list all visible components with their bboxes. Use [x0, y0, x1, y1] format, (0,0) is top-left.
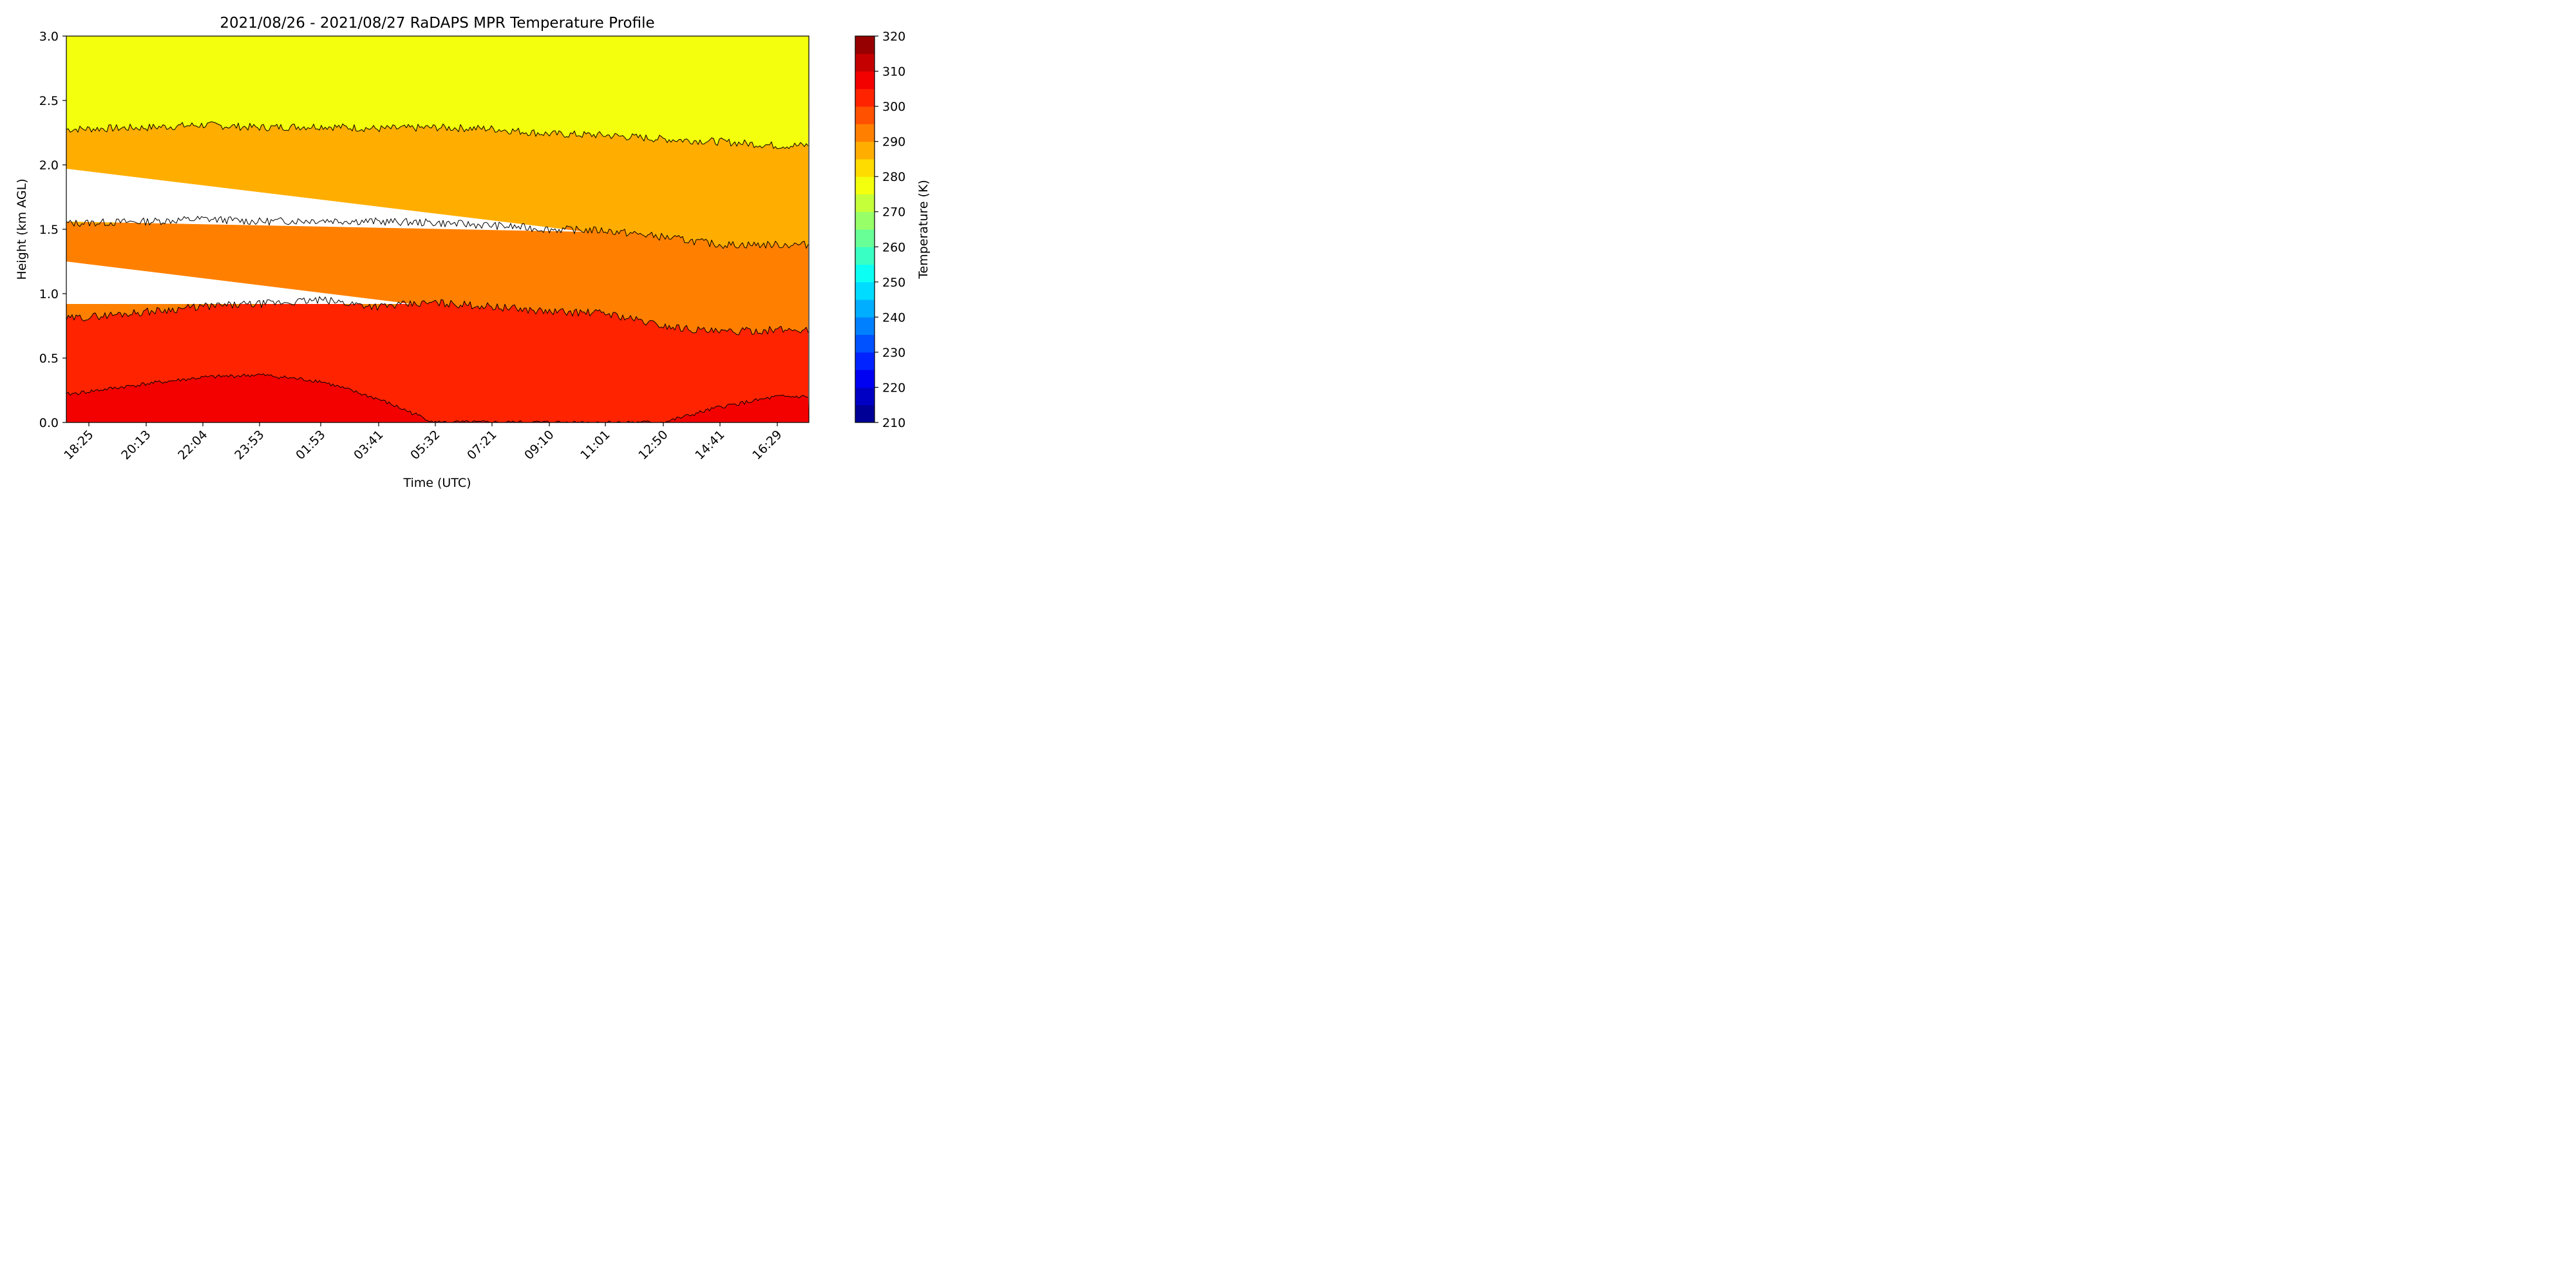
- band-275-280: [66, 36, 809, 149]
- x-axis-label: Time (UTC): [402, 476, 471, 490]
- y-axis-label: Height (km AGL): [15, 178, 29, 279]
- colorbar: 210 220 230 240 250 260 270 280 290 300 310 320: [855, 30, 905, 430]
- missing-data-gap: [66, 261, 412, 304]
- y-tick-label: 2.5: [39, 94, 59, 108]
- y-tick-label: 1.5: [39, 223, 59, 237]
- x-tick-label: 11:01: [578, 428, 612, 462]
- isotherm-300k-line: [66, 296, 809, 336]
- colorbar-tick-label: 300: [882, 100, 905, 114]
- x-tick-label: 16:29: [750, 428, 784, 462]
- x-tick-label: 22:04: [175, 428, 210, 462]
- colorbar-band: [855, 352, 875, 370]
- colorbar-tick-label: 320: [882, 30, 905, 44]
- x-axis: 18:25 20:13 22:04 23:53 01:53 03:41 05:32 07:21…: [61, 422, 785, 462]
- colorbar-frame: [855, 35, 875, 423]
- colorbar-tick-label: 290: [882, 135, 905, 149]
- colorbar-band: [855, 334, 875, 353]
- chart-title: 2021/08/26 - 2021/08/27 RaDAPS MPR Tempe…: [220, 15, 654, 32]
- colorbar-band: [855, 158, 875, 177]
- x-tick-label: 03:41: [351, 428, 386, 462]
- x-tick-label: 14:41: [692, 428, 727, 462]
- colorbar-band: [855, 299, 875, 317]
- x-tick-label: 18:25: [61, 428, 96, 462]
- colorbar-band: [855, 194, 875, 213]
- colorbar-band: [855, 247, 875, 265]
- colorbar-band: [855, 370, 875, 388]
- colorbar-band: [855, 404, 875, 423]
- colorbar-band: [855, 387, 875, 406]
- colorbar-tick-label: 250: [882, 276, 905, 290]
- y-tick-label: 2.0: [39, 158, 59, 173]
- temperature-profile-chart: 2021/08/26 - 2021/08/27 RaDAPS MPR Tempe…: [15, 15, 931, 490]
- colorbar-tick-label: 310: [882, 65, 905, 79]
- colorbar-tick-label: 210: [882, 416, 905, 430]
- band-300-305: [66, 374, 809, 422]
- colorbar-band: [855, 317, 875, 336]
- x-tick-label: 23:53: [232, 428, 267, 462]
- colorbar-tick-label: 280: [882, 170, 905, 184]
- colorbar-band: [855, 71, 875, 90]
- band-295-300: [66, 296, 808, 422]
- colorbar-label: Temperature (K): [916, 180, 931, 279]
- colorbar-band: [855, 281, 875, 300]
- colorbar-band: [855, 229, 875, 247]
- colorbar-band: [855, 141, 875, 160]
- x-tick-label: 09:10: [522, 428, 556, 462]
- x-tick-label: 07:21: [464, 428, 499, 462]
- y-tick-label: 0.5: [39, 352, 59, 366]
- colorbar-band: [855, 106, 875, 124]
- colorbar-band: [855, 36, 875, 54]
- missing-data-gap: [66, 169, 586, 232]
- x-tick-label: 05:32: [408, 428, 442, 462]
- colorbar-tick-label: 240: [882, 310, 905, 325]
- colorbar-band: [855, 264, 875, 283]
- y-tick-label: 3.0: [39, 30, 59, 44]
- y-axis: 0.0 0.5 1.0 1.5 2.0 2.5 3.0: [39, 30, 66, 430]
- x-tick-label: 12:50: [636, 428, 670, 462]
- plot-area: [66, 35, 810, 423]
- colorbar-tick-label: 230: [882, 346, 905, 360]
- y-tick-label: 1.0: [39, 287, 59, 301]
- y-tick-label: 0.0: [39, 416, 59, 430]
- colorbar-tick-label: 260: [882, 240, 905, 254]
- colorbar-band: [855, 176, 875, 194]
- colorbar-band: [855, 88, 875, 107]
- colorbar-band: [855, 53, 875, 72]
- colorbar-band: [855, 211, 875, 230]
- colorbar-tick-label: 270: [882, 205, 905, 220]
- isotherm-290k-line: [66, 216, 809, 249]
- band-290-295: [66, 216, 808, 335]
- isotherm-280k-line: [66, 121, 809, 149]
- x-tick-label: 01:53: [293, 428, 328, 462]
- colorbar-band: [855, 124, 875, 142]
- colorbar-tick-label: 220: [882, 381, 905, 395]
- x-tick-label: 20:13: [118, 428, 153, 462]
